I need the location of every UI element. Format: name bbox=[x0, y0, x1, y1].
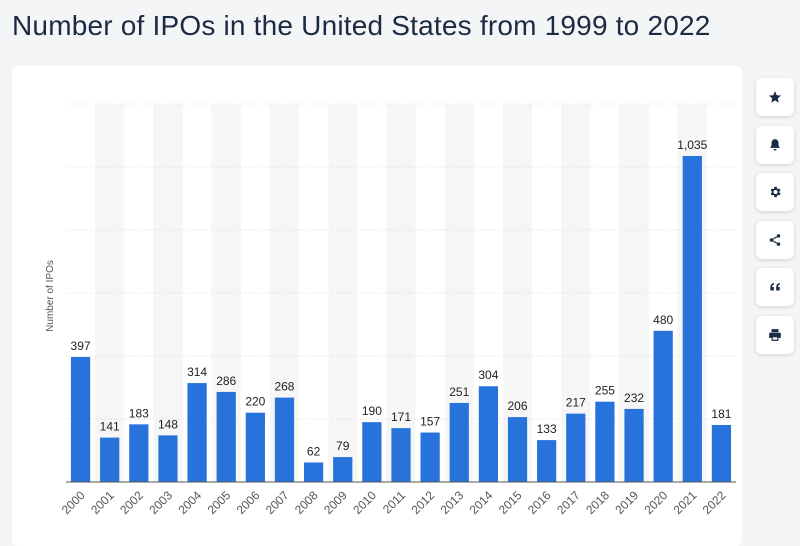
value-label-2013: 251 bbox=[449, 385, 469, 399]
bar-2010[interactable] bbox=[362, 422, 382, 482]
value-label-2020: 480 bbox=[653, 313, 673, 327]
chart-value-labels: 397 141 183 148 314 286 220 268 62 79 190 171 157 251… bbox=[71, 138, 732, 458]
print-icon bbox=[769, 328, 781, 341]
value-label-2018: 255 bbox=[595, 384, 615, 398]
chart-card: 397 141 183 148 314 286 220 268 62 79 190 171 157 251… bbox=[12, 66, 742, 546]
value-label-2004: 314 bbox=[187, 365, 207, 379]
value-label-2005: 286 bbox=[216, 374, 236, 388]
x-tick-2006: 2006 bbox=[234, 488, 263, 517]
gear-icon bbox=[770, 186, 781, 198]
bar-2012[interactable] bbox=[420, 432, 440, 482]
x-tick-2008: 2008 bbox=[292, 488, 321, 517]
favorite-button[interactable] bbox=[756, 78, 794, 116]
value-label-2011: 171 bbox=[391, 410, 411, 424]
value-label-2016: 133 bbox=[537, 422, 557, 436]
x-tick-2000: 2000 bbox=[59, 488, 88, 517]
value-label-2001: 141 bbox=[100, 420, 120, 434]
cite-button[interactable] bbox=[756, 268, 794, 306]
bar-2022[interactable] bbox=[711, 424, 732, 482]
chart-bars bbox=[70, 155, 732, 482]
value-label-2006: 220 bbox=[245, 395, 265, 409]
chart-x-ticks: 2000 2001 2002 2003 2004 2005 2006 2007 2008 2009… bbox=[59, 488, 729, 517]
x-tick-2021: 2021 bbox=[671, 488, 700, 517]
value-label-2007: 268 bbox=[274, 380, 294, 394]
x-tick-2005: 2005 bbox=[205, 488, 234, 517]
x-tick-2015: 2015 bbox=[496, 488, 525, 517]
x-tick-2014: 2014 bbox=[467, 488, 496, 517]
bar-2003[interactable] bbox=[158, 435, 178, 482]
x-tick-2013: 2013 bbox=[438, 488, 467, 517]
x-tick-2003: 2003 bbox=[146, 488, 175, 517]
bar-2021[interactable] bbox=[682, 155, 702, 482]
notify-button[interactable] bbox=[756, 125, 794, 164]
bar-2013[interactable] bbox=[449, 402, 469, 482]
x-tick-2010: 2010 bbox=[350, 488, 379, 517]
side-toolbar bbox=[756, 78, 794, 363]
value-label-2000: 397 bbox=[71, 339, 91, 353]
value-label-2003: 148 bbox=[158, 417, 178, 431]
chart-gridlines bbox=[66, 103, 736, 420]
x-tick-2009: 2009 bbox=[321, 488, 350, 517]
settings-button[interactable] bbox=[756, 173, 794, 211]
bar-2006[interactable] bbox=[245, 412, 265, 482]
bar-chart: 397 141 183 148 314 286 220 268 62 79 190 171 157 251… bbox=[45, 103, 736, 517]
x-tick-2017: 2017 bbox=[554, 488, 583, 517]
value-label-2010: 190 bbox=[362, 404, 382, 418]
value-label-2021: 1,035 bbox=[677, 138, 707, 152]
x-tick-2011: 2011 bbox=[380, 488, 408, 516]
column-band bbox=[386, 104, 416, 482]
value-label-2015: 206 bbox=[508, 399, 528, 413]
x-tick-2012: 2012 bbox=[408, 488, 437, 517]
y-axis-label: Number of IPOs bbox=[45, 260, 56, 332]
bar-2019[interactable] bbox=[624, 408, 644, 482]
page-title: Number of IPOs in the United States from… bbox=[12, 10, 711, 41]
value-label-2022: 181 bbox=[711, 407, 731, 421]
x-tick-2022: 2022 bbox=[700, 488, 729, 517]
bar-2001[interactable] bbox=[100, 437, 120, 482]
share-icon bbox=[769, 233, 781, 246]
bar-2005[interactable] bbox=[216, 391, 236, 482]
x-tick-2016: 2016 bbox=[525, 488, 554, 517]
value-label-2019: 232 bbox=[624, 391, 644, 405]
value-label-2017: 217 bbox=[566, 396, 586, 410]
bar-2011[interactable] bbox=[391, 428, 411, 482]
x-tick-2002: 2002 bbox=[117, 488, 146, 517]
bar-2016[interactable] bbox=[537, 440, 557, 482]
x-tick-2019: 2019 bbox=[612, 488, 641, 517]
x-tick-2007: 2007 bbox=[263, 488, 292, 517]
bar-2004[interactable] bbox=[187, 383, 207, 482]
value-label-2014: 304 bbox=[478, 368, 498, 382]
bar-2000[interactable] bbox=[70, 356, 91, 482]
bar-2018[interactable] bbox=[595, 401, 615, 482]
bar-2009[interactable] bbox=[333, 457, 353, 482]
bar-2015[interactable] bbox=[507, 417, 528, 482]
x-tick-2001: 2001 bbox=[88, 488, 117, 517]
star-icon bbox=[768, 91, 782, 103]
value-label-2002: 183 bbox=[129, 406, 149, 420]
x-tick-2004: 2004 bbox=[175, 488, 204, 517]
bar-2002[interactable] bbox=[129, 424, 149, 482]
print-button[interactable] bbox=[756, 315, 794, 354]
bar-2008[interactable] bbox=[303, 462, 324, 482]
value-label-2008: 62 bbox=[307, 444, 321, 458]
x-tick-2018: 2018 bbox=[583, 488, 612, 517]
value-label-2012: 157 bbox=[420, 415, 440, 429]
quote-icon bbox=[770, 282, 780, 291]
bell-icon bbox=[770, 138, 780, 151]
bar-2014[interactable] bbox=[478, 386, 499, 482]
bar-2007[interactable] bbox=[274, 397, 295, 482]
x-tick-2020: 2020 bbox=[642, 488, 671, 517]
bar-2017[interactable] bbox=[566, 413, 586, 482]
share-button[interactable] bbox=[756, 220, 794, 259]
bar-2020[interactable] bbox=[653, 330, 673, 482]
value-label-2009: 79 bbox=[336, 439, 350, 453]
